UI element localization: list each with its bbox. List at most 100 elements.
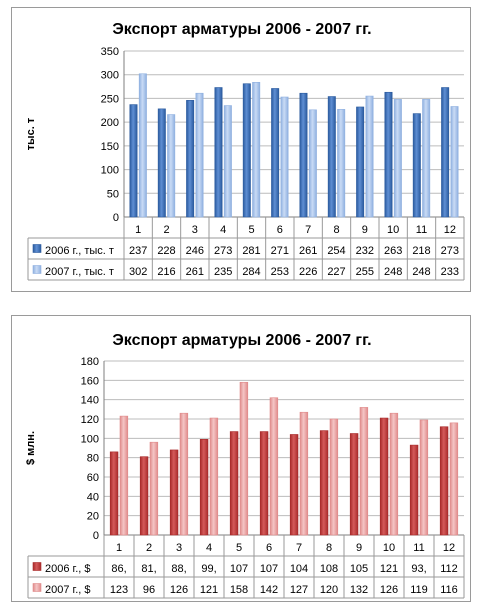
x-tick-label: 9 (362, 224, 368, 236)
y-tick-label: 50 (107, 188, 119, 200)
bar-series-2-cat-7 (299, 411, 309, 536)
x-tick-label: 11 (416, 224, 427, 236)
bar-series-1-cat-4 (214, 87, 223, 218)
table-cell: 254 (327, 245, 345, 257)
bar-series-1-cat-7 (299, 92, 308, 218)
x-tick-label: 12 (444, 224, 456, 236)
legend-label-series-1: 2006 г., $ (45, 563, 90, 575)
bar-series-1-cat-11 (409, 444, 419, 536)
x-tick-label: 5 (248, 224, 254, 236)
x-tick-label: 1 (116, 542, 122, 554)
bar-series-1-cat-3 (186, 100, 195, 218)
bar-series-2-cat-9 (359, 407, 369, 536)
x-tick-label: 11 (413, 542, 424, 554)
bar-series-2-cat-12 (450, 106, 459, 218)
table-cell: 99, (201, 563, 216, 575)
bar-series-2-cat-5 (252, 82, 261, 218)
table-cell: 96 (143, 584, 155, 596)
legend-key-series-2 (32, 265, 42, 274)
bar-series-1-cat-5 (229, 431, 239, 536)
bar-series-2-cat-3 (195, 92, 204, 218)
table-cell: 255 (356, 266, 374, 278)
chart-panel-tonnes: Экспорт арматуры 2006 - 2007 гг. тыс. т 0 5… (11, 7, 471, 292)
chart-title: Экспорт арматуры 2006 - 2007 гг. (112, 332, 371, 349)
table-cell: 121 (380, 563, 398, 575)
bar-series-1-cat-12 (441, 87, 450, 218)
y-tick-label: 180 (81, 356, 99, 368)
y-tick-label: 300 (101, 70, 119, 82)
bar-series-2-cat-5 (239, 381, 249, 536)
y-tick-label: 60 (87, 472, 99, 484)
legend-key-series-1 (32, 244, 42, 253)
table-cell: 126 (170, 584, 188, 596)
table-cell: 142 (260, 584, 278, 596)
table-cell: 261 (186, 266, 204, 278)
table-cell: 108 (320, 563, 338, 575)
table-cell: 112 (440, 563, 458, 575)
table-cell: 86, (111, 563, 126, 575)
table-cell: 126 (380, 584, 398, 596)
bar-series-2-cat-12 (449, 422, 459, 536)
y-tick-label: 80 (87, 453, 99, 465)
table-cell: 104 (290, 563, 308, 575)
y-axis-label: $ млн. (25, 431, 37, 465)
chart-svg-tonnes: Экспорт арматуры 2006 - 2007 гг. тыс. т 0 5… (25, 21, 465, 281)
bar-series-2-cat-11 (419, 419, 429, 536)
table-cell: 248 (384, 266, 402, 278)
table-cell: 281 (242, 245, 260, 257)
bar-series-1-cat-7 (289, 434, 299, 536)
x-tick-label: 3 (176, 542, 182, 554)
bar-series-2-cat-1 (138, 73, 147, 218)
legend-label-series-2: 2007 г., тыс. т (45, 266, 114, 278)
x-tick-label: 4 (206, 542, 212, 554)
x-tick-label: 8 (333, 224, 339, 236)
table-cell: 88, (171, 563, 186, 575)
table-cell: 127 (290, 584, 308, 596)
y-tick-label: 150 (101, 141, 119, 153)
bar-series-1-cat-2 (139, 456, 149, 536)
bar-series-1-cat-1 (109, 451, 119, 536)
bar-series-1-cat-1 (129, 104, 138, 218)
bar-series-2-cat-2 (167, 114, 176, 218)
table-cell: 273 (214, 245, 232, 257)
y-axis-label: тыс. т (25, 117, 37, 150)
x-tick-label: 9 (356, 542, 362, 554)
table-cell: 261 (299, 245, 317, 257)
bar-series-2-cat-4 (209, 417, 219, 536)
x-tick-label: 7 (296, 542, 302, 554)
bar-series-1-cat-8 (327, 96, 336, 218)
x-tick-label: 10 (387, 224, 399, 236)
bar-series-1-cat-9 (356, 106, 365, 218)
legend-key-series-2 (32, 583, 42, 592)
table-cell: 227 (327, 266, 345, 278)
x-tick-label: 1 (135, 224, 141, 236)
bar-series-2-cat-1 (119, 415, 129, 536)
y-tick-label: 40 (87, 491, 99, 503)
chart-title: Экспорт арматуры 2006 - 2007 гг. (112, 21, 371, 38)
table-cell: 235 (214, 266, 232, 278)
table-cell: 158 (230, 584, 248, 596)
bar-series-2-cat-6 (280, 96, 289, 218)
bar-series-2-cat-10 (393, 99, 402, 218)
table-cell: 216 (157, 266, 175, 278)
table-cell: 107 (260, 563, 278, 575)
x-tick-label: 10 (383, 542, 395, 554)
table-cell: 232 (356, 245, 374, 257)
x-tick-label: 8 (326, 542, 332, 554)
table-cell: 81, (141, 563, 156, 575)
legend-label-series-2: 2007 г., $ (45, 584, 90, 596)
table-cell: 228 (157, 245, 175, 257)
table-cell: 284 (242, 266, 260, 278)
table-cell: 121 (200, 584, 218, 596)
table-cell: 233 (441, 266, 459, 278)
y-tick-label: 120 (81, 414, 99, 426)
bar-series-1-cat-10 (384, 91, 393, 218)
x-tick-label: 6 (277, 224, 283, 236)
bar-series-2-cat-2 (149, 441, 159, 536)
table-cell: 123 (110, 584, 128, 596)
bar-series-1-cat-12 (439, 426, 449, 536)
bar-series-2-cat-6 (269, 397, 279, 536)
x-tick-label: 6 (266, 542, 272, 554)
bar-series-2-cat-10 (389, 412, 399, 536)
table-cell: 263 (384, 245, 402, 257)
